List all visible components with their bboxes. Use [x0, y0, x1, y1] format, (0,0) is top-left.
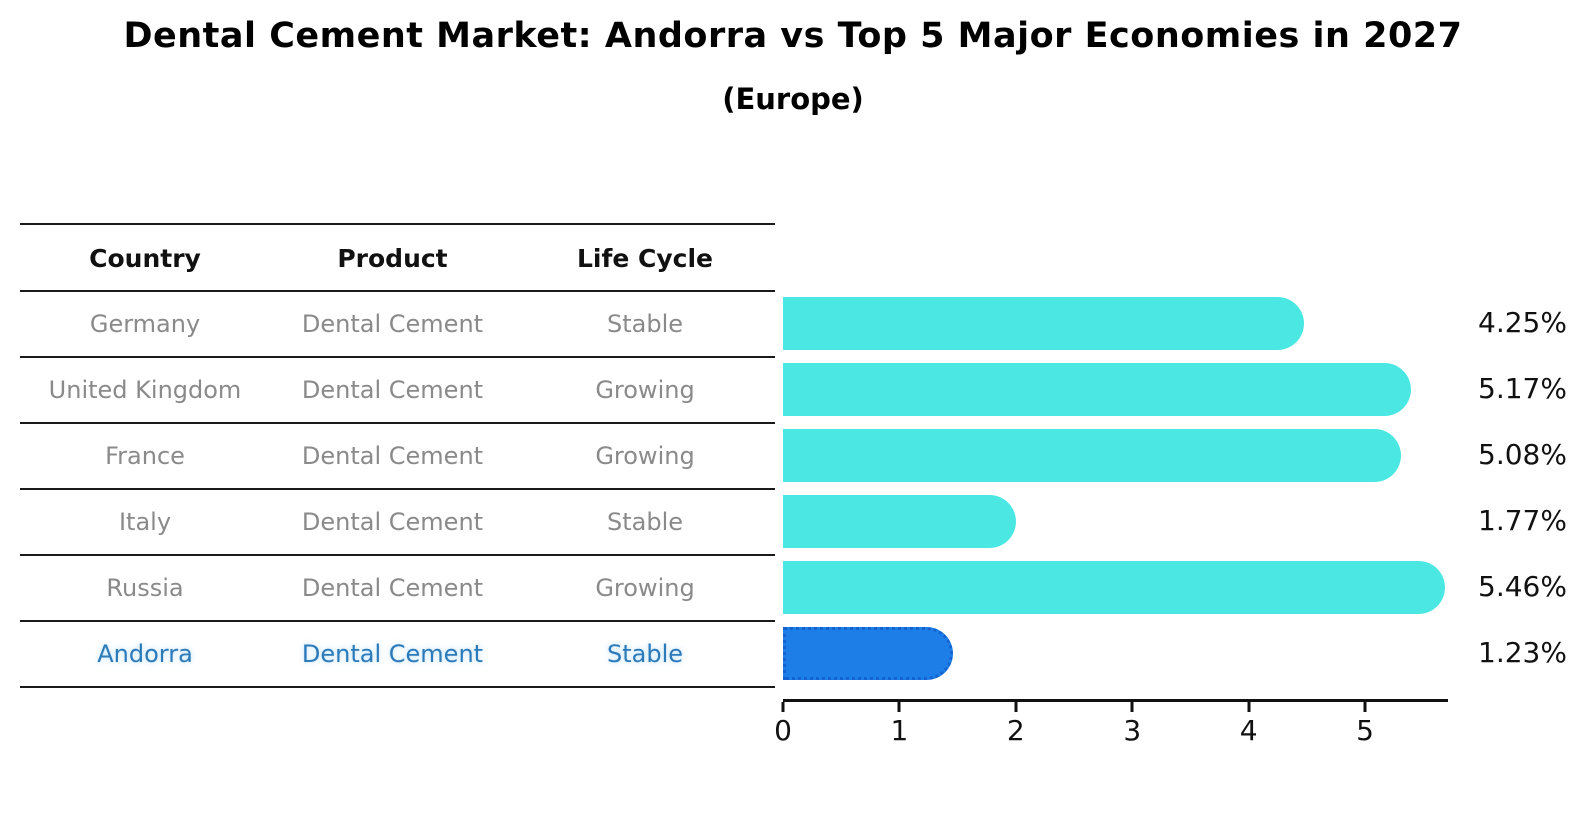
bar-value-label: 1.77% [1478, 504, 1567, 537]
x-tick-mark [1247, 702, 1251, 712]
table-row: United Kingdom Dental Cement Growing [20, 358, 775, 424]
lifecycle-cell: Growing [595, 574, 695, 602]
x-tick-label: 5 [1356, 714, 1374, 747]
product-cell: Dental Cement [301, 574, 484, 602]
bar-value-label: 1.23% [1478, 636, 1567, 669]
bar-germany [783, 296, 1305, 350]
table-body: Germany Dental Cement Stable United King… [20, 292, 775, 688]
bar-italy [783, 494, 1016, 548]
lifecycle-cell: Stable [606, 310, 684, 338]
x-axis-line [783, 699, 1448, 702]
chart-subtitle: (Europe) [722, 82, 864, 116]
bar-value-label: 5.17% [1478, 372, 1567, 405]
product-cell: Dental Cement [301, 310, 484, 338]
x-tick-label: 3 [1123, 714, 1142, 747]
x-tick-label: 1 [890, 714, 909, 747]
x-tick-label: 4 [1239, 714, 1258, 747]
header-product: Product [337, 244, 448, 273]
country-cell: United Kingdom [48, 376, 242, 404]
country-table: Country Product Life Cycle Germany Denta… [20, 223, 775, 688]
x-tick-mark [781, 702, 785, 712]
header-lifecycle: Life Cycle [576, 244, 714, 273]
x-tick-mark [1014, 702, 1018, 712]
product-cell: Dental Cement [301, 376, 484, 404]
table-row: Germany Dental Cement Stable [20, 292, 775, 358]
bar-andorra [783, 626, 953, 680]
country-cell: Germany [89, 310, 201, 338]
bar-chart: 0 1 2 3 4 5 [774, 290, 1448, 747]
country-cell: Italy [118, 508, 172, 536]
bar-united-kingdom [783, 362, 1412, 416]
x-tick-mark [1363, 702, 1367, 712]
x-tick-mark [1130, 702, 1134, 712]
bar-value-label: 5.08% [1478, 438, 1567, 471]
product-cell: Dental Cement [301, 640, 484, 668]
x-tick-mark [897, 702, 901, 712]
country-cell: Russia [106, 574, 184, 602]
product-cell: Dental Cement [301, 508, 484, 536]
bar-france [783, 428, 1401, 482]
table-row: France Dental Cement Growing [20, 424, 775, 490]
table-row: Italy Dental Cement Stable [20, 490, 775, 556]
lifecycle-cell: Growing [595, 442, 695, 470]
table-row: Russia Dental Cement Growing [20, 556, 775, 622]
table-header-row: Country Product Life Cycle [20, 225, 775, 292]
x-tick-label: 2 [1006, 714, 1025, 747]
country-cell: Andorra [97, 640, 193, 668]
lifecycle-cell: Stable [606, 508, 684, 536]
lifecycle-cell: Stable [606, 640, 684, 668]
bar-value-label: 4.25% [1478, 306, 1567, 339]
chart-title: Dental Cement Market: Andorra vs Top 5 M… [123, 16, 1463, 56]
country-cell: France [105, 442, 185, 470]
bar-value-label: 5.46% [1478, 570, 1567, 603]
table-row: Andorra Dental Cement Stable [20, 622, 775, 688]
product-cell: Dental Cement [301, 442, 484, 470]
x-tick-label: 0 [774, 714, 792, 747]
lifecycle-cell: Growing [595, 376, 695, 404]
bar-russia [783, 560, 1446, 614]
header-country: Country [89, 244, 201, 273]
